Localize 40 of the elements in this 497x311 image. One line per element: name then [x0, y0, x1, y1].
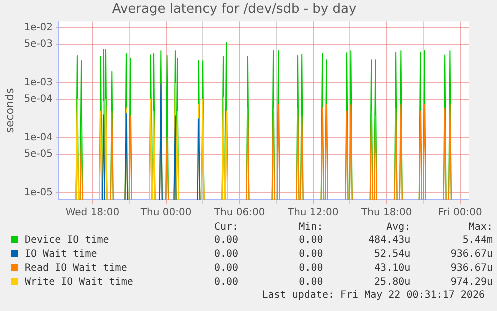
text: 0.00	[213, 234, 240, 248]
legend-label: Read IO Wait time	[25, 263, 128, 274]
text: Max:	[468, 222, 494, 234]
y-axis-title: seconds	[3, 88, 16, 134]
text: 0.00	[298, 262, 324, 276]
y-tick-label: 5e-05	[24, 149, 54, 160]
text: 25.80u	[374, 276, 412, 290]
x-tick-label: Thu 00:00	[140, 208, 192, 219]
chart-title: Average latency for /dev/sdb - by day	[112, 2, 357, 18]
text: Last update: Fri May 22 00:31:17 2026	[261, 290, 485, 302]
x-tick-label: Wed 18:00	[66, 208, 120, 219]
text: 0.00	[213, 262, 240, 276]
y-tick-label: 1e-03	[24, 78, 54, 89]
text: 0.00	[298, 234, 324, 248]
text: 0.00	[213, 276, 240, 290]
legend-label: Device IO time	[25, 235, 110, 246]
y-tick-label: 1e-02	[24, 22, 54, 34]
text: 0.00	[298, 248, 324, 262]
y-tick-label: 5e-04	[24, 94, 54, 106]
text: Min:	[298, 222, 324, 234]
text: 936.67u	[450, 248, 494, 262]
text: 52.54u	[374, 248, 412, 262]
text: 936.67u	[450, 262, 494, 276]
x-tick-label: Fri 00:00	[438, 208, 482, 219]
text: 0.00	[213, 248, 240, 262]
x-tick-label: Thu 12:00	[286, 208, 339, 219]
text: Avg:	[386, 222, 412, 234]
legend-label: Write IO Wait time	[25, 277, 134, 288]
text: 5.44m	[462, 234, 494, 248]
y-tick-label: 1e-04	[24, 132, 54, 144]
text: 43.10u	[374, 262, 412, 276]
legend-label: IO Wait time	[25, 249, 98, 260]
x-tick-label: Thu 18:00	[360, 208, 412, 219]
text: Cur:	[213, 222, 240, 234]
text: 974.29u	[450, 276, 494, 290]
x-tick-label: Thu 06:00	[213, 208, 266, 219]
y-tick-label: 1e-05	[24, 188, 54, 199]
y-tick-label: 5e-03	[24, 39, 54, 50]
text: 484.43u	[368, 234, 412, 248]
text: 0.00	[298, 276, 324, 290]
